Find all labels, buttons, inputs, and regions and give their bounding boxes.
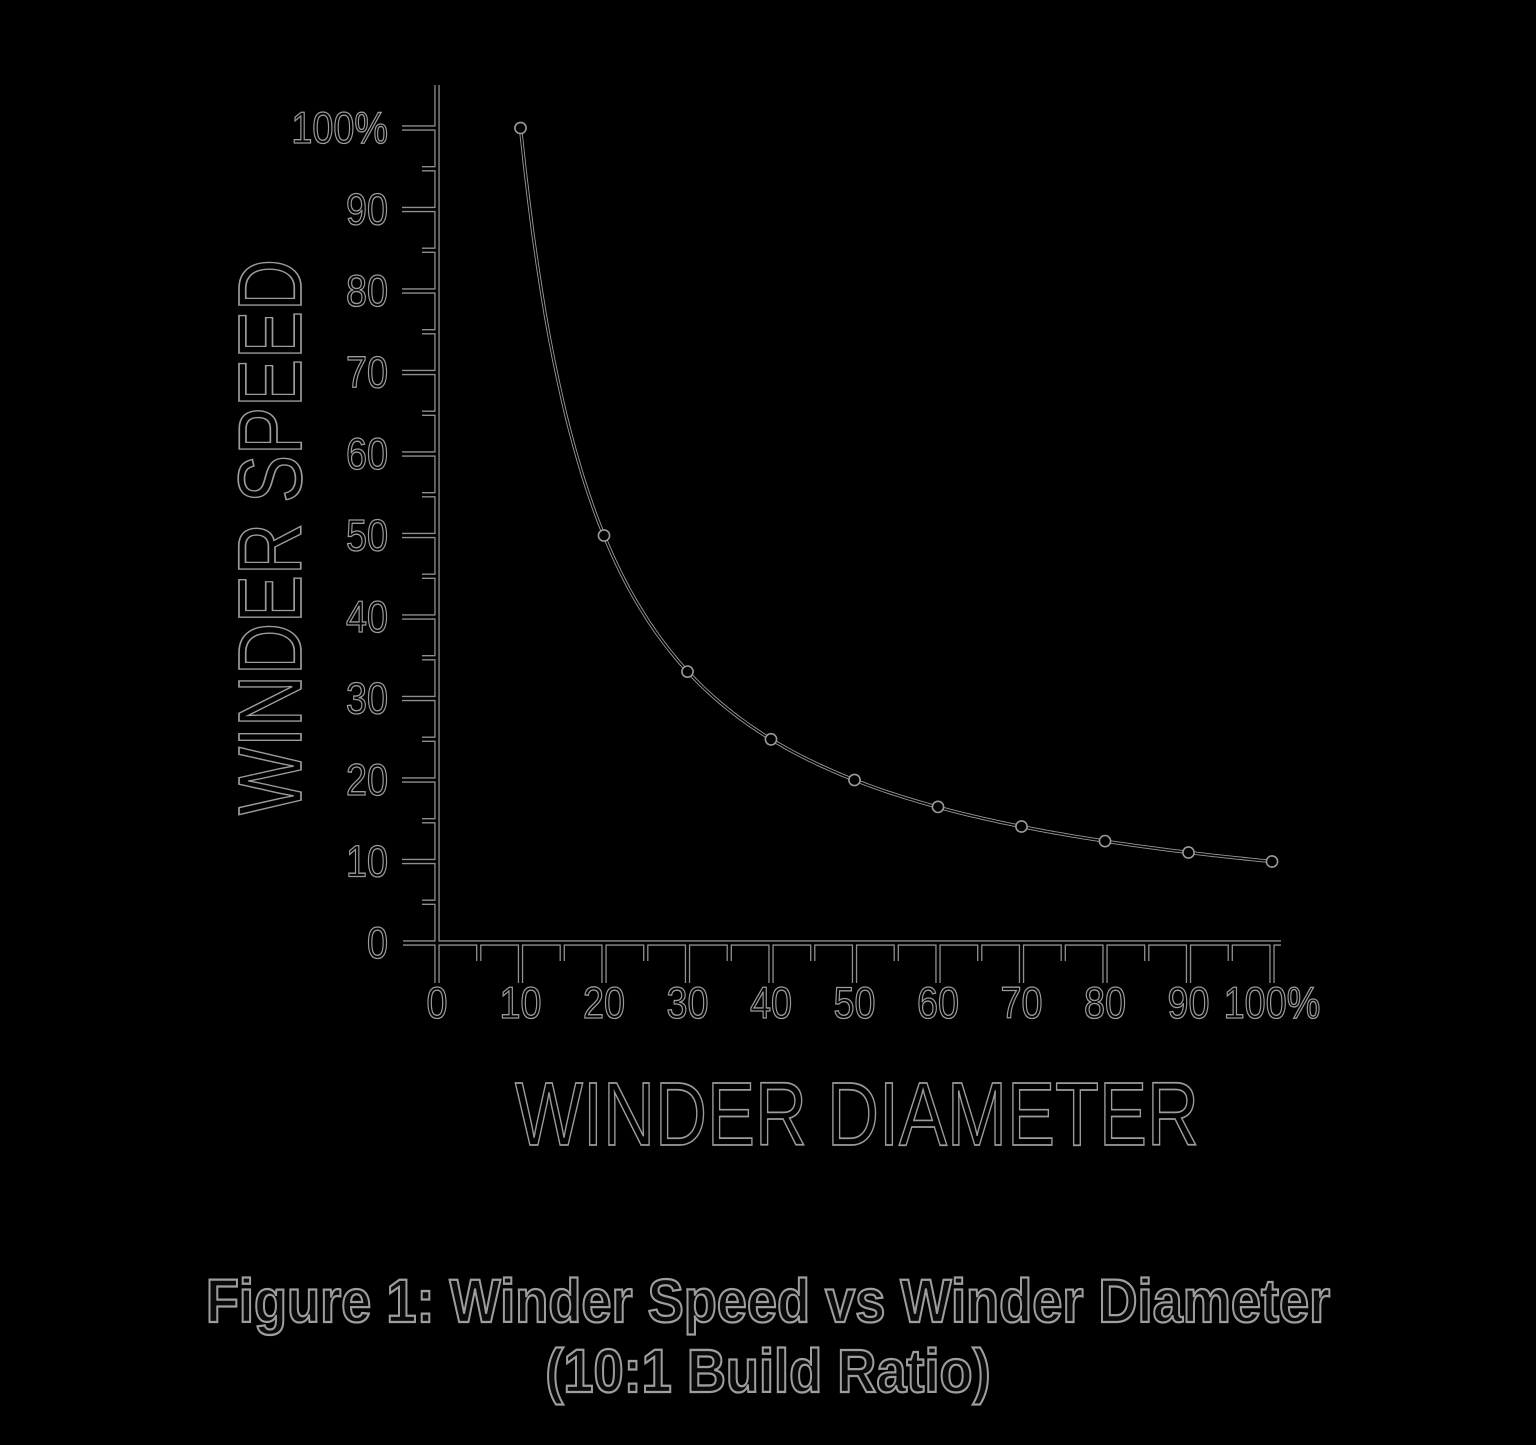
y-tick-label: 50 xyxy=(346,511,388,560)
data-point-marker xyxy=(1265,855,1279,868)
data-point-marker xyxy=(764,732,778,746)
speed-curve xyxy=(519,127,1273,863)
speed-curve-edge xyxy=(518,127,1273,864)
data-point-marker xyxy=(1182,846,1195,859)
x-tick-label: 20 xyxy=(583,978,625,1027)
x-tick-label: 70 xyxy=(1000,978,1042,1027)
x-tick-label: 50 xyxy=(833,978,875,1027)
figure-caption-line1: Figure 1: Winder Speed vs Winder Diamete… xyxy=(206,1268,1330,1336)
y-tick-label: 20 xyxy=(346,755,388,804)
x-axis-title: WINDER DIAMETER xyxy=(515,1065,1199,1165)
data-point-marker xyxy=(1098,834,1112,848)
x-tick-label: 40 xyxy=(750,978,792,1027)
y-tick-label: 10 xyxy=(346,837,388,886)
y-tick-label: 60 xyxy=(346,429,388,478)
y-tick-label: 0 xyxy=(367,918,388,967)
y-tick-label: 80 xyxy=(346,266,388,315)
x-tick-label: 100% xyxy=(1224,978,1321,1027)
data-point-marker xyxy=(681,665,694,678)
figure-caption-line2: (10:1 Build Ratio) xyxy=(545,1338,990,1406)
data-point-marker xyxy=(931,800,945,814)
y-tick-label: 30 xyxy=(346,674,388,723)
data-point-marker xyxy=(848,773,861,787)
y-axis-title: WINDER SPEED xyxy=(221,259,321,815)
data-point-marker xyxy=(1015,820,1028,833)
y-tick-label: 100% xyxy=(291,103,388,152)
x-tick-label: 10 xyxy=(499,978,541,1027)
x-tick-label: 0 xyxy=(426,978,447,1027)
data-point-marker xyxy=(514,121,527,135)
plot-area: 0 10 20 30 40 50 60 70 80 90 100% 0 10 20 30 40 50 60 70 80… xyxy=(291,85,1321,1028)
x-tick-label: 80 xyxy=(1084,978,1126,1027)
y-tick-label: 90 xyxy=(346,185,388,234)
x-tick-label: 90 xyxy=(1167,978,1209,1027)
y-tick-label: 40 xyxy=(346,592,388,641)
y-tick-label: 70 xyxy=(346,348,388,397)
x-tick-label: 60 xyxy=(917,978,959,1027)
data-point-marker xyxy=(597,529,611,542)
x-tick-label: 30 xyxy=(666,978,708,1027)
axes-and-ticks xyxy=(402,85,1281,983)
